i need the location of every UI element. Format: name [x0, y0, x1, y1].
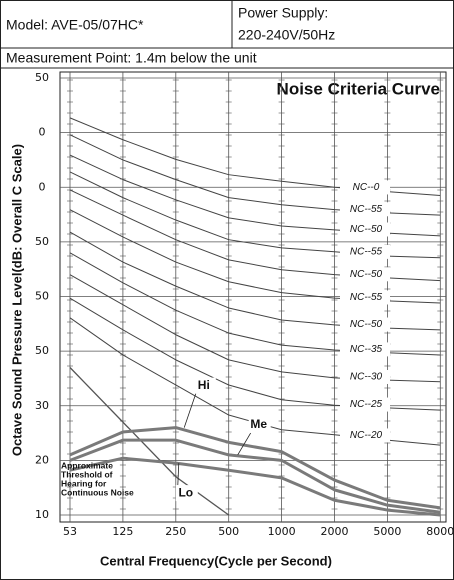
chart-title: Noise Criteria Curve [277, 79, 440, 98]
threshold-line [69, 367, 230, 516]
series-label: Hi [198, 378, 210, 392]
plot-frame [59, 71, 447, 523]
nc-label: NC--50 [350, 269, 383, 280]
series-label: Lo [178, 485, 193, 499]
nc-label: NC--55 [350, 292, 383, 303]
x-tick-label: 2000 [321, 525, 349, 538]
x-tick-label: 5000 [373, 525, 401, 538]
label-bg [340, 369, 390, 384]
label-bg [340, 222, 390, 237]
series-line [69, 456, 441, 517]
series-line [69, 426, 441, 510]
nc-label: NC--0 [353, 182, 380, 193]
x-axis-label: Central Frequency(Cycle per Second) [100, 553, 332, 568]
x-tick-label: 8000 [426, 525, 454, 538]
label-bg [340, 317, 390, 332]
x-tick-label: 500 [218, 525, 239, 538]
label-bg [193, 377, 216, 394]
x-tick-label: 250 [165, 525, 186, 538]
y-tick-label: 50 [35, 344, 49, 357]
y-tick-label: 0 [39, 126, 46, 139]
threshold-label: Hearing for [61, 478, 107, 488]
label-bg [340, 244, 390, 259]
label-bg [340, 290, 390, 305]
nc-label: NC--50 [350, 319, 383, 330]
nc-label: NC--35 [350, 344, 383, 355]
series-label: Me [250, 417, 267, 431]
measurement-point: Measurement Point: 1.4m below the unit [6, 50, 257, 66]
label-bg [340, 180, 390, 195]
label-leader [183, 393, 197, 428]
y-tick-label: 50 [35, 235, 49, 248]
threshold-label: Approximate [61, 460, 113, 470]
label-bg [248, 416, 271, 433]
label-leader [177, 463, 180, 486]
x-tick-label: 1000 [268, 525, 296, 538]
nc-label: NC--20 [350, 430, 383, 441]
label-bg [340, 428, 390, 443]
label-bg [340, 267, 390, 282]
label-bg [340, 397, 390, 412]
label-bg [340, 202, 390, 217]
threshold-label: Threshold of [61, 469, 113, 479]
y-tick-label: 50 [35, 290, 49, 303]
y-tick-label: 0 [39, 180, 46, 193]
nc-label: NC--55 [350, 204, 383, 215]
series-line [69, 438, 441, 514]
power-supply: 220-240V/50Hz [238, 27, 335, 43]
y-axis-label: Octave Sound Pressure Level(dB: Overall … [9, 144, 24, 456]
y-tick-label: 50 [35, 71, 49, 84]
power-supply: Power Supply: [238, 5, 328, 21]
nc-label: NC--50 [350, 224, 383, 235]
nc-label: NC--25 [350, 399, 383, 410]
x-tick-label: 125 [112, 525, 133, 538]
y-tick-label: 30 [35, 399, 49, 412]
label-leader [237, 432, 252, 456]
nc-label: NC--30 [350, 372, 383, 383]
nc-label: NC--55 [350, 247, 383, 258]
label-bg [340, 342, 390, 357]
label-bg [175, 485, 198, 502]
y-tick-label: 10 [35, 508, 49, 521]
model: Model: AVE-05/07HC* [6, 17, 144, 33]
threshold-label: Continuous Noise [61, 487, 134, 497]
x-tick-label: 53 [63, 525, 77, 538]
y-tick-label: 20 [35, 453, 49, 466]
